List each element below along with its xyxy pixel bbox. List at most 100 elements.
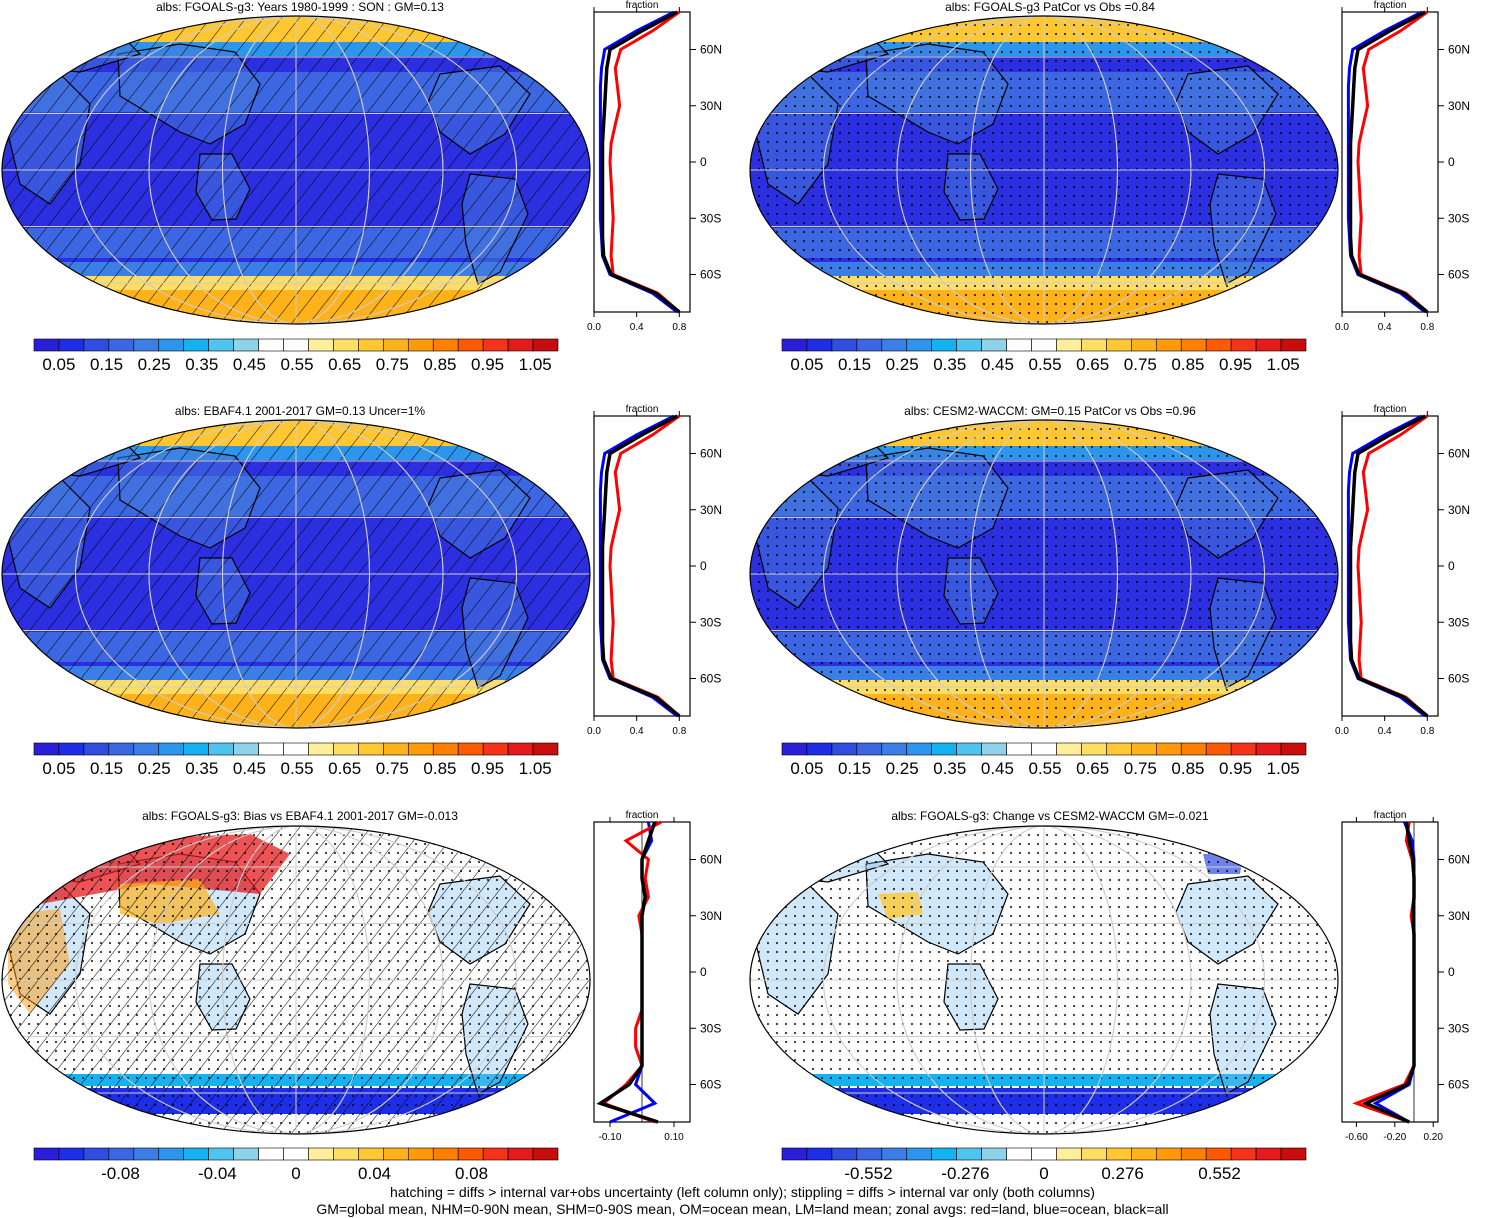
colorbar-label: 0.05 — [42, 355, 75, 374]
colorbar-cell — [1106, 338, 1132, 352]
colorbar-label: -0.552 — [844, 1164, 892, 1183]
colorbar-cell — [1006, 1147, 1032, 1161]
colorbar-label: 0.45 — [233, 355, 266, 374]
zonal-tick: 0.4 — [1378, 322, 1392, 333]
lat-label: 60S — [700, 268, 721, 282]
zonal-tick: 0.0 — [587, 322, 601, 333]
colorbar-cell — [407, 1147, 434, 1161]
colorbar-cell — [208, 742, 234, 756]
colorbar-label: 0.05 — [790, 355, 823, 374]
colorbar-cell — [831, 742, 858, 756]
colorbar-cell — [308, 338, 334, 352]
zonal-tick: 0.8 — [1420, 726, 1434, 737]
colorbar-cell — [457, 1147, 484, 1161]
colorbar-cell — [1280, 338, 1307, 352]
colorbar-label: 0.276 — [1101, 1164, 1144, 1183]
zonal-profile-p5: fraction 60N 30N 0 30S 60S -0.10 0.10 — [593, 810, 722, 1143]
colorbar-cell — [1056, 338, 1082, 352]
colorbar-label: 0.15 — [838, 355, 871, 374]
zonal-all-line — [596, 821, 659, 1124]
colorbar-cell — [956, 338, 982, 352]
colorbar-cell — [457, 338, 484, 352]
colorbar-label: -0.04 — [198, 1164, 237, 1183]
lat-label: 0 — [1448, 965, 1455, 979]
lat-label: 30S — [700, 615, 721, 629]
colorbar-cell — [208, 338, 234, 352]
zonal-tick: 0.8 — [1420, 322, 1434, 333]
colorbar-label: 0.15 — [90, 355, 123, 374]
colorbar-cell — [83, 742, 110, 756]
colorbar-cell — [1081, 1147, 1107, 1161]
colorbar-label: 0.04 — [358, 1164, 391, 1183]
colorbar-label: 0.05 — [42, 759, 75, 778]
colorbar-label: 0.65 — [328, 759, 361, 778]
map-p1 — [1, 15, 591, 325]
colorbar-cell — [1180, 742, 1207, 756]
zonal-all-line — [600, 10, 681, 314]
colorbar-cell — [258, 742, 284, 756]
colorbar-cell — [831, 338, 858, 352]
lat-label: 60N — [1448, 43, 1470, 57]
colorbar-label: 0.95 — [1219, 759, 1252, 778]
colorbar-cell — [931, 338, 957, 352]
colorbar-cell — [183, 1147, 209, 1161]
colorbar-cell — [1106, 1147, 1132, 1161]
colorbar-cell — [1131, 742, 1157, 756]
graticule — [2, 826, 590, 1134]
colorbar-cell — [906, 1147, 933, 1161]
colorbar-cell — [906, 338, 933, 352]
zonal-title: fraction — [1374, 810, 1407, 821]
lat-label: 60N — [700, 447, 722, 461]
lat-label: 30S — [1448, 1021, 1469, 1035]
colorbar-cell — [308, 1147, 334, 1161]
lat-label: 30N — [700, 909, 722, 923]
colorbar-cell — [358, 742, 384, 756]
lat-label: 60S — [1448, 268, 1469, 282]
zonal-tick: 0.20 — [1423, 1132, 1443, 1143]
colorbar-cell — [383, 742, 409, 756]
map-border — [749, 825, 1339, 1135]
colorbar-cell — [1031, 742, 1057, 756]
colorbar-label: 0.85 — [423, 759, 456, 778]
colorbar-label: 0.75 — [1124, 355, 1157, 374]
colorbar-cell — [432, 338, 459, 352]
colorbar-label: 0.55 — [281, 759, 314, 778]
panel-title-p5: albs: FGOALS-g3: Bias vs EBAF4.1 2001-20… — [142, 809, 458, 823]
colorbar-cell — [1155, 338, 1182, 352]
colorbar-cell — [1205, 742, 1232, 756]
colorbar-cell — [532, 338, 559, 352]
zonal-profile-p2: fraction 60N 30N 0 30S 60S 0.0 0.4 0.8 — [1335, 0, 1470, 333]
colorbar-cell — [133, 338, 160, 352]
colorbar-cell — [158, 1147, 185, 1161]
colorbar-label: 0.85 — [1171, 759, 1204, 778]
colorbar-cell — [1056, 742, 1082, 756]
colorbar-cell — [1205, 1147, 1232, 1161]
colorbar-cell — [258, 338, 284, 352]
colorbar-cell — [158, 338, 185, 352]
colorbar-cell — [507, 742, 534, 756]
lat-label: 0 — [1448, 559, 1455, 573]
map-p5 — [1, 825, 591, 1135]
colorbar-label: 0.25 — [886, 355, 919, 374]
lat-label: 0 — [700, 965, 707, 979]
colorbar-label: 0.25 — [138, 759, 171, 778]
colorbar-cell — [383, 338, 409, 352]
lat-label: 60S — [700, 1078, 721, 1092]
colorbar-label: 0.95 — [471, 355, 504, 374]
panel-title-p2: albs: FGOALS-g3 PatCor vs Obs =0.84 — [945, 0, 1155, 14]
graticule — [2, 16, 590, 324]
colorbar-cell — [333, 742, 359, 756]
colorbar-label: 0.15 — [90, 759, 123, 778]
lat-label: 60S — [700, 672, 721, 686]
colorbar-cell — [806, 742, 833, 756]
zonal-all-line — [600, 414, 681, 718]
colorbar-cell — [507, 1147, 534, 1161]
colorbar-cell — [33, 338, 60, 352]
colorbar-cell — [333, 338, 359, 352]
colorbar-cell — [407, 742, 434, 756]
colorbar-label: 0.75 — [1124, 759, 1157, 778]
colorbar-cell — [233, 1147, 259, 1161]
colorbar-cell — [1180, 1147, 1207, 1161]
colorbar-cell — [1205, 338, 1232, 352]
colorbar-cell — [58, 742, 85, 756]
